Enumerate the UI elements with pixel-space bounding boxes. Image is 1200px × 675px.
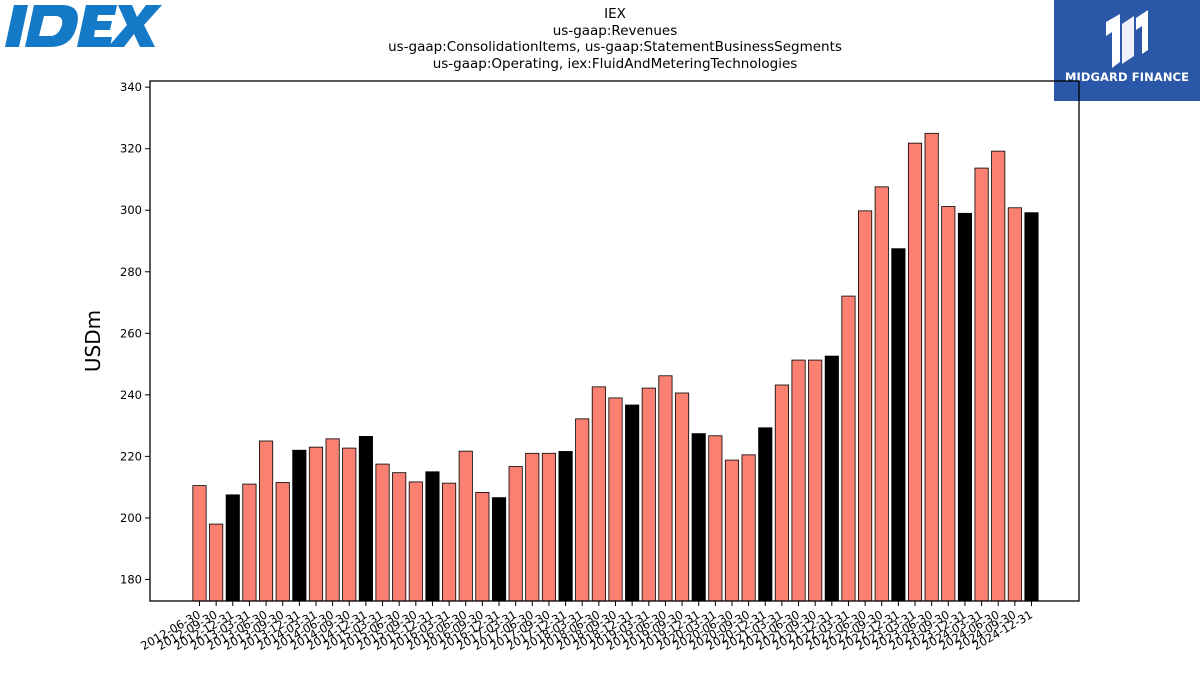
bar	[658, 375, 673, 602]
bar	[991, 150, 1006, 602]
chart-subtitle-line: us-gaap:ConsolidationItems, us-gaap:Stat…	[388, 39, 842, 55]
bar	[774, 384, 789, 602]
chart-subtitle-line: us-gaap:Operating, iex:FluidAndMeteringT…	[432, 55, 798, 72]
bar	[508, 466, 523, 602]
chart-title-line: IEX	[604, 6, 626, 22]
bar	[1024, 212, 1039, 602]
idex-logo-icon	[5, 5, 162, 47]
y-tick-label: 320	[120, 142, 142, 156]
bar	[874, 186, 889, 602]
bar	[891, 248, 906, 602]
bar	[375, 463, 390, 602]
midgard-finance-brand-text: MIDGARD FINANCE	[1064, 70, 1190, 84]
plot-frame	[149, 80, 1080, 602]
y-tick-label: 280	[120, 265, 142, 279]
bar	[392, 472, 407, 602]
y-tick-label: 340	[120, 80, 142, 94]
bar	[209, 523, 224, 602]
bar	[192, 485, 207, 602]
bar	[425, 471, 440, 602]
bar	[724, 459, 740, 602]
bar	[491, 497, 507, 602]
chart-title: IEX us-gaap:Revenues us-gaap:Consolidati…	[300, 6, 930, 72]
bar	[758, 427, 773, 602]
y-axis-label: USDm	[81, 310, 105, 372]
bar	[974, 167, 989, 602]
bar	[292, 449, 307, 602]
bar	[442, 482, 457, 602]
bar	[691, 433, 706, 602]
y-axis: 180 200 220 240 260 280 300 320 340	[120, 80, 150, 586]
bar	[808, 359, 823, 602]
y-tick-label: 220	[120, 449, 142, 463]
y-tick-label: 240	[120, 388, 142, 402]
bar	[259, 440, 274, 602]
bar	[1007, 207, 1022, 602]
midgard-finance-logo: MIDGARD FINANCE	[1054, 0, 1200, 101]
y-tick-label: 300	[120, 203, 142, 217]
idex-logo	[4, 3, 162, 53]
bars-group	[192, 132, 1039, 602]
bar	[575, 418, 590, 602]
bar	[907, 142, 923, 602]
bar	[342, 447, 357, 602]
bar	[924, 132, 939, 602]
y-tick-label: 180	[120, 572, 142, 586]
bar	[408, 481, 423, 602]
bar	[308, 446, 324, 602]
bar	[541, 452, 556, 602]
x-axis: 2012-06-302012-09-302012-12-312013-03-31…	[138, 601, 1035, 653]
bar	[941, 206, 956, 602]
bar	[358, 435, 373, 602]
bar	[458, 450, 473, 602]
bar	[824, 355, 839, 602]
y-tick-label: 260	[120, 326, 142, 340]
y-tick-label: 200	[120, 511, 142, 525]
bar	[741, 454, 756, 602]
bar	[325, 438, 340, 602]
bar	[957, 212, 972, 602]
bar	[242, 483, 257, 602]
chart-subtitle-line: us-gaap:Revenues	[552, 22, 678, 39]
bar	[858, 210, 873, 602]
bar	[225, 494, 240, 602]
bar	[625, 404, 640, 602]
bar	[841, 295, 856, 602]
bar	[675, 392, 690, 602]
bar	[525, 452, 540, 602]
bar	[475, 491, 490, 602]
midgard-finance-logo-icon	[1106, 10, 1148, 68]
bar	[558, 451, 573, 602]
bar	[708, 435, 723, 602]
bar	[608, 397, 623, 602]
bar	[275, 482, 290, 602]
bar	[641, 387, 656, 602]
bar	[791, 359, 806, 602]
bar	[591, 386, 606, 602]
